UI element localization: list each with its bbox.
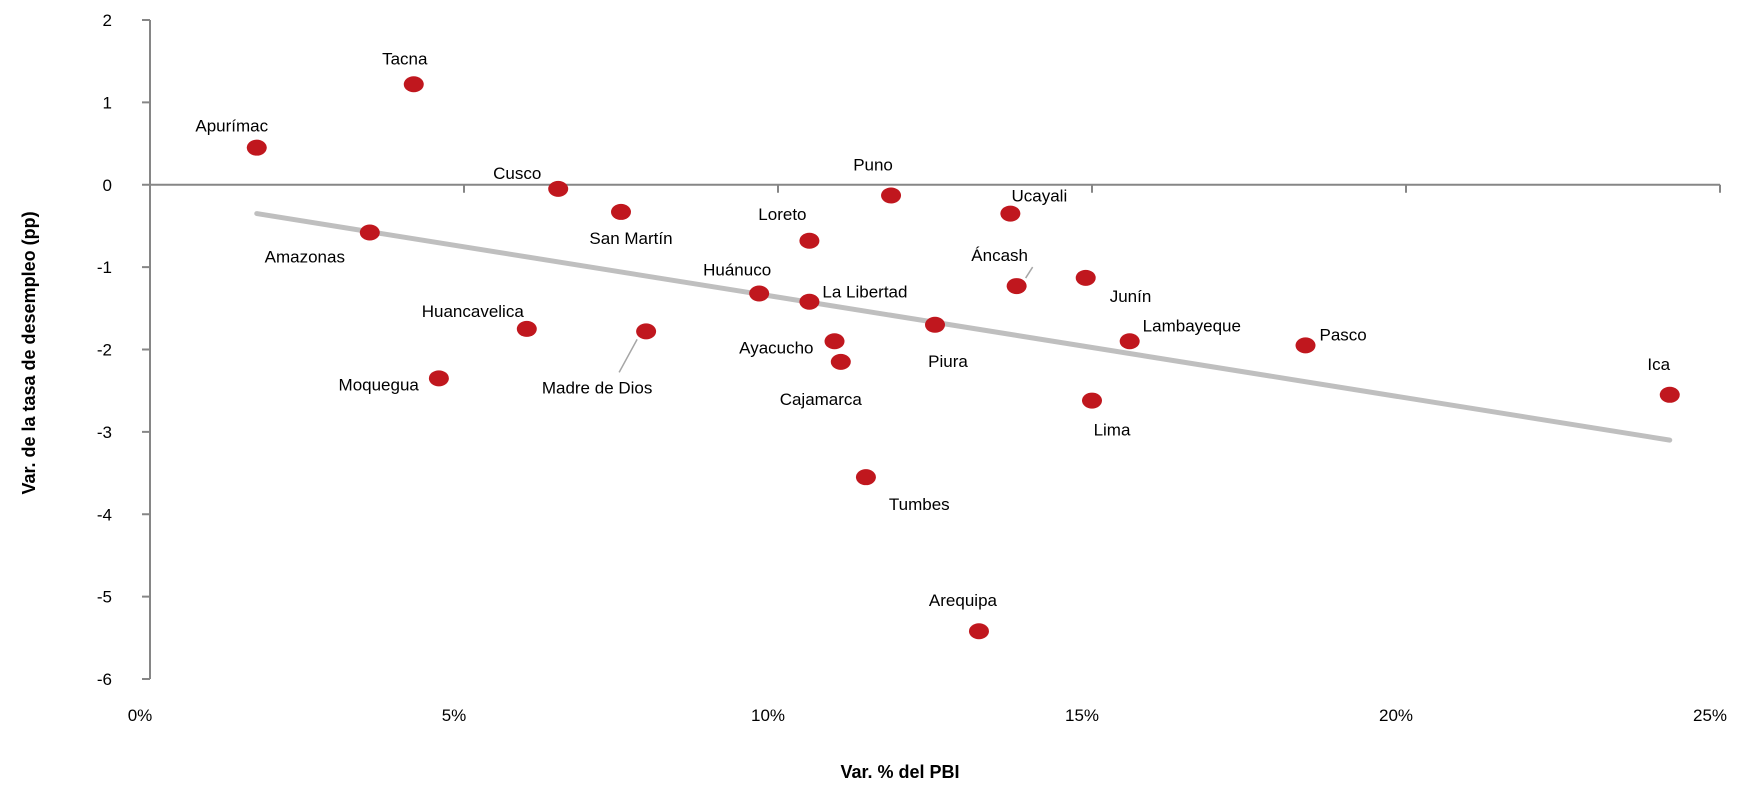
leader-lines-layer xyxy=(618,266,1034,373)
point-label: Tumbes xyxy=(889,495,950,514)
axes-layer: 2 1 0 -1 -2 -3 -4 -5 -6 0% 5% 10% 15% 20% 25% xyxy=(97,11,1727,725)
point-label: La Libertad xyxy=(822,283,907,302)
x-tick-label: 5% xyxy=(442,706,467,725)
data-point xyxy=(1659,386,1680,403)
data-point xyxy=(246,139,267,156)
leader-line xyxy=(618,339,638,373)
y-tick-label: -5 xyxy=(97,588,112,607)
point-label: Lambayeque xyxy=(1143,316,1241,335)
point-label: Pasco xyxy=(1320,325,1367,344)
data-point xyxy=(1006,278,1027,295)
data-point xyxy=(548,180,569,197)
data-point xyxy=(799,293,820,310)
data-point xyxy=(1119,333,1140,350)
y-tick-label: -1 xyxy=(97,258,112,277)
x-axis-title: Var. % del PBI xyxy=(840,762,959,782)
point-labels-layer: Apurímac Amazonas Tacna Moquegua Huancavelic… xyxy=(195,49,1670,610)
data-point xyxy=(855,469,876,486)
point-label: Cajamarca xyxy=(780,390,863,409)
point-label: Arequipa xyxy=(929,591,998,610)
data-point xyxy=(403,76,424,93)
point-label: Moquegua xyxy=(339,375,420,394)
point-label: Huancavelica xyxy=(422,302,525,321)
point-label: Junín xyxy=(1110,287,1152,306)
data-point xyxy=(611,203,631,220)
leader-line xyxy=(1025,266,1034,279)
data-point xyxy=(1075,269,1096,286)
data-point xyxy=(516,320,537,337)
data-point xyxy=(799,232,820,249)
point-label: Ucayali xyxy=(1011,187,1067,206)
point-label: Áncash xyxy=(971,246,1028,265)
y-tick-label: 1 xyxy=(103,93,112,112)
point-label: Tacna xyxy=(382,49,428,68)
y-tick-label: -4 xyxy=(97,505,112,524)
y-tick-label: -6 xyxy=(97,670,112,689)
trendline-layer xyxy=(254,211,1673,443)
data-point xyxy=(925,316,945,333)
y-tick-label: -2 xyxy=(97,341,112,360)
data-point xyxy=(359,224,380,241)
point-label: Loreto xyxy=(758,205,806,224)
points-layer xyxy=(246,76,1680,640)
data-point xyxy=(636,323,657,340)
x-tick-label: 25% xyxy=(1693,706,1727,725)
point-label: Ica xyxy=(1647,355,1670,374)
data-point xyxy=(968,623,989,640)
point-label: Puno xyxy=(853,155,893,174)
x-tick-label: 20% xyxy=(1379,706,1413,725)
point-label: Ayacucho xyxy=(739,338,813,357)
point-label: Madre de Dios xyxy=(542,378,653,397)
point-label: Piura xyxy=(928,352,968,371)
y-tick-label: -3 xyxy=(97,423,112,442)
point-label: Huánuco xyxy=(703,260,771,279)
x-tick-label: 10% xyxy=(751,706,785,725)
point-label: Cusco xyxy=(493,164,541,183)
y-tick-label: 2 xyxy=(103,11,112,30)
trendline xyxy=(254,211,1673,443)
data-point xyxy=(428,370,449,387)
data-point xyxy=(1000,205,1021,222)
data-point xyxy=(1295,337,1316,354)
data-point xyxy=(1082,392,1102,409)
x-tick-label: 0% xyxy=(128,706,153,725)
point-label: Amazonas xyxy=(265,248,345,267)
data-point xyxy=(824,333,845,350)
data-point xyxy=(830,353,851,370)
y-axis-title: Var. de la tasa de desempleo (pp) xyxy=(19,211,39,494)
y-tick-label: 0 xyxy=(103,176,112,195)
point-label: San Martín xyxy=(589,229,672,248)
data-point xyxy=(881,187,902,204)
x-tick-label: 15% xyxy=(1065,706,1099,725)
point-label: Apurímac xyxy=(195,117,268,136)
point-label: Lima xyxy=(1094,421,1131,440)
data-point xyxy=(749,285,770,302)
